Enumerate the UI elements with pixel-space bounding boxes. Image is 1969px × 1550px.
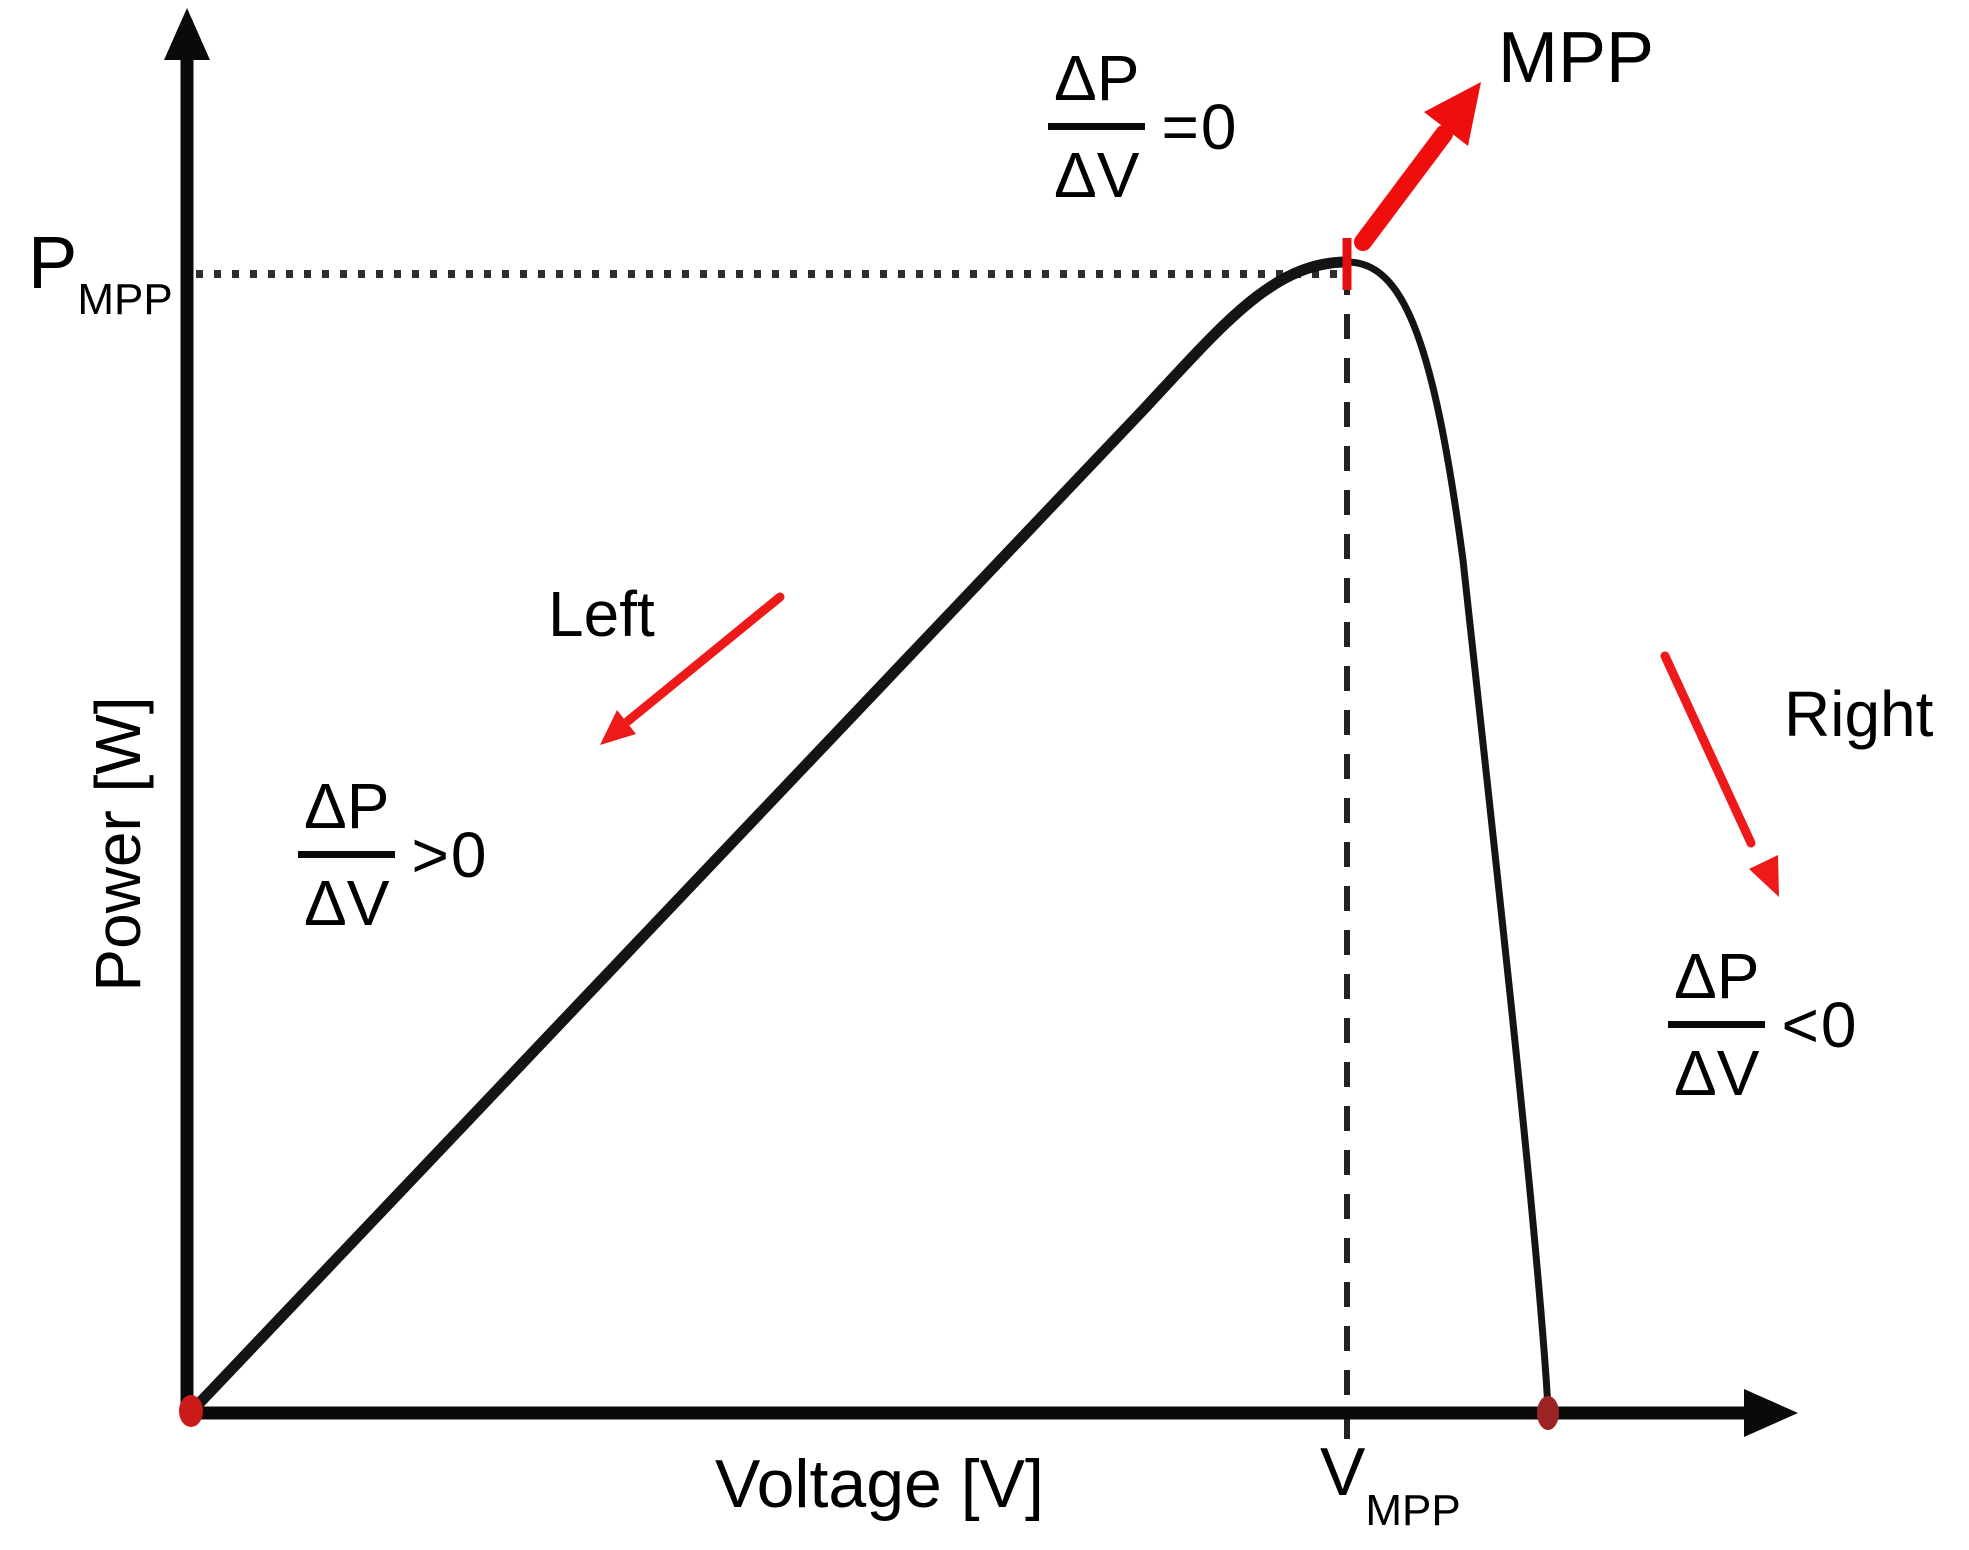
slope-right-fraction-bar: [1668, 1021, 1766, 1028]
slope-left-numerator: ΔP: [304, 770, 390, 842]
y-axis-label: Power [W]: [82, 696, 154, 992]
mpp-arrow-head-icon: [1424, 82, 1481, 146]
slope-right-fraction: ΔP ΔV: [1668, 940, 1766, 1109]
slope-left-fraction: ΔP ΔV: [298, 770, 396, 939]
mpp-arrow-shaft: [1354, 125, 1453, 251]
right-arrow-shaft: [1660, 651, 1756, 848]
pmpp-base: P: [28, 221, 78, 304]
slope-zero-numerator: ΔP: [1054, 42, 1140, 114]
origin-marker-dot: [179, 1395, 203, 1427]
pv-curve-falling-segment: [1343, 258, 1552, 1412]
pv-curve-rising-segment: [184, 256, 1353, 1419]
slope-left-fraction-bar: [298, 851, 396, 858]
right-region-label: Right: [1784, 678, 1934, 750]
vmpp-subscript: MPP: [1365, 1486, 1461, 1535]
slope-left-relation: >0: [411, 818, 489, 891]
slope-zero-denominator: ΔV: [1054, 139, 1140, 211]
slope-right-numerator: ΔP: [1674, 940, 1760, 1012]
slope-left-formula: ΔP ΔV >0: [298, 774, 488, 935]
y-axis-arrowhead-icon: [164, 8, 210, 60]
slope-zero-relation: =0: [1161, 90, 1239, 163]
left-arrow-head-icon: [600, 710, 636, 745]
x-axis-arrowhead-icon: [1744, 1389, 1798, 1437]
slope-zero-fraction-bar: [1048, 123, 1146, 130]
slope-right-relation: <0: [1781, 988, 1859, 1061]
right-arrow-head-icon: [1749, 855, 1779, 897]
slope-right-formula: ΔP ΔV <0: [1668, 944, 1858, 1105]
open-circuit-marker-dot: [1537, 1396, 1559, 1430]
vmpp-tick-label: VMPP: [1320, 1438, 1461, 1533]
x-axis-label: Voltage [V]: [715, 1446, 1044, 1522]
slope-left-denominator: ΔV: [304, 867, 390, 939]
left-arrow-shaft: [623, 592, 785, 726]
slope-right-denominator: ΔV: [1674, 1037, 1760, 1109]
mpp-label: MPP: [1498, 18, 1655, 98]
left-region-label: Left: [548, 578, 655, 650]
slope-zero-formula: ΔP ΔV =0: [1048, 46, 1238, 207]
pmpp-tick-label: PMPP: [28, 226, 173, 322]
vmpp-base: V: [1320, 1434, 1366, 1510]
pmpp-subscript: MPP: [77, 275, 173, 324]
slope-zero-fraction: ΔP ΔV: [1048, 42, 1146, 211]
